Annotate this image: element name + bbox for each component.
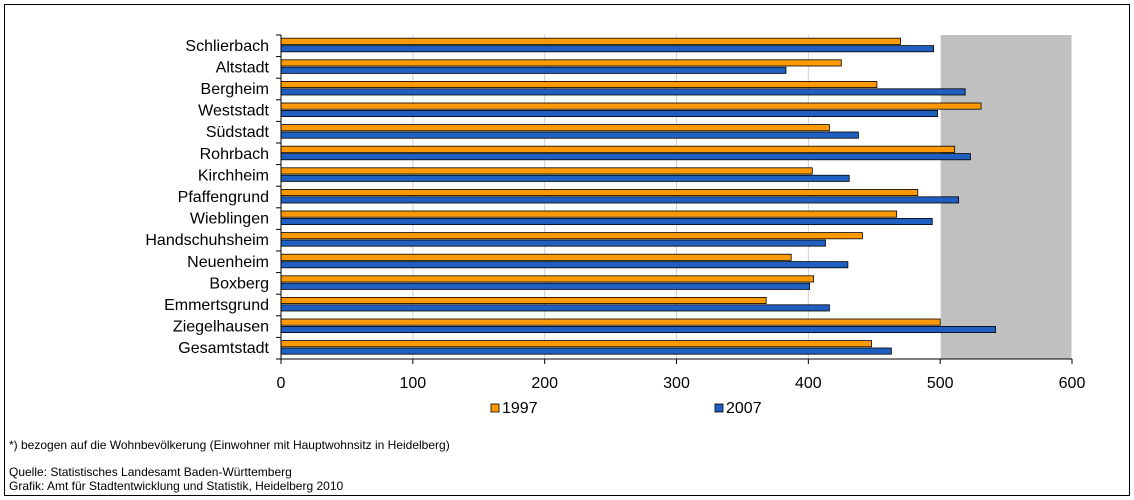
category-label: Ziegelhausen bbox=[173, 319, 269, 336]
category-label: Altstadt bbox=[216, 59, 270, 76]
axis bbox=[276, 34, 1073, 364]
bar-2007-schlierbach bbox=[280, 45, 934, 53]
bar-2007-altstadt bbox=[280, 66, 787, 74]
bar-1997-pfaffengrund bbox=[280, 188, 919, 196]
bar-1997-südstadt bbox=[280, 124, 830, 132]
graphic-credit: Grafik: Amt für Stadtentwicklung und Sta… bbox=[9, 479, 344, 493]
bar-1997-wieblingen bbox=[280, 210, 898, 218]
category-label: Pfaffengrund bbox=[178, 189, 269, 206]
bar-1997-handschuhsheim bbox=[280, 232, 863, 240]
plot-shade bbox=[940, 35, 1072, 359]
bar-2007-emmertsgrund bbox=[280, 304, 830, 312]
bar-1997-rohrbach bbox=[280, 145, 956, 153]
source-note: Quelle: Statistisches Landesamt Baden-Wü… bbox=[9, 465, 292, 479]
bar-1997-schlierbach bbox=[280, 37, 902, 45]
bar-1997-boxberg bbox=[280, 275, 815, 283]
category-label: Weststadt bbox=[198, 103, 269, 120]
bar-1997-neuenheim bbox=[280, 253, 792, 261]
bar-1997-emmertsgrund bbox=[280, 296, 767, 304]
category-label: Handschuhsheim bbox=[145, 232, 269, 249]
bar-2007-kirchheim bbox=[280, 174, 850, 182]
bar-2007-südstadt bbox=[280, 131, 859, 139]
category-labels: Schlierbach Altstadt Bergheim Weststadt Süds… bbox=[145, 38, 269, 357]
bar-1997-bergheim bbox=[280, 81, 878, 89]
bar-2007-wieblingen bbox=[280, 217, 933, 225]
x-tick-label: 600 bbox=[1059, 375, 1086, 392]
category-label: Emmertsgrund bbox=[164, 297, 269, 314]
x-tick-label: 200 bbox=[531, 375, 558, 392]
category-label: Südstadt bbox=[206, 124, 270, 141]
legend-swatch-2007 bbox=[714, 403, 724, 413]
legend-label-1997: 1997 bbox=[502, 400, 538, 417]
category-label: Boxberg bbox=[209, 275, 269, 292]
category-label: Rohrbach bbox=[200, 146, 269, 163]
legend: 1997 2007 bbox=[490, 400, 762, 417]
bar-2007-handschuhsheim bbox=[280, 239, 826, 247]
x-tick-label: 500 bbox=[927, 375, 954, 392]
bar-1997-kirchheim bbox=[280, 167, 813, 175]
chart-frame: Schlierbach Altstadt Bergheim Weststadt Süds… bbox=[4, 4, 1130, 496]
x-tick-label: 0 bbox=[277, 375, 286, 392]
x-tick-label: 100 bbox=[399, 375, 426, 392]
bar-2007-neuenheim bbox=[280, 261, 849, 269]
bar-1997-altstadt bbox=[280, 59, 842, 67]
footnote: *) bezogen auf die Wohnbevölkerung (Einw… bbox=[9, 438, 450, 452]
legend-swatch-1997 bbox=[490, 403, 500, 413]
x-tick-label: 400 bbox=[795, 375, 822, 392]
category-label: Gesamtstadt bbox=[178, 340, 269, 357]
legend-label-2007: 2007 bbox=[726, 400, 762, 417]
bar-2007-weststadt bbox=[280, 110, 938, 118]
bar-2007-rohrbach bbox=[280, 153, 971, 161]
bar-2007-boxberg bbox=[280, 282, 811, 290]
category-label: Schlierbach bbox=[185, 38, 269, 55]
x-tick-labels: 0 100 200 300 400 500 600 bbox=[277, 375, 1086, 392]
category-label: Kirchheim bbox=[198, 167, 269, 184]
category-label: Wieblingen bbox=[190, 211, 269, 228]
bar-1997-gesamtstadt bbox=[280, 340, 873, 348]
category-label: Bergheim bbox=[201, 81, 269, 98]
bar-2007-ziegelhausen bbox=[280, 325, 996, 333]
bar-2007-gesamtstadt bbox=[280, 347, 892, 355]
bar-2007-bergheim bbox=[280, 88, 966, 96]
bar-chart: Schlierbach Altstadt Bergheim Weststadt Süds… bbox=[145, 34, 1086, 417]
x-tick-label: 300 bbox=[663, 375, 690, 392]
category-label: Neuenheim bbox=[187, 254, 269, 271]
bar-2007-pfaffengrund bbox=[280, 196, 960, 204]
bar-1997-weststadt bbox=[280, 102, 982, 110]
bar-1997-ziegelhausen bbox=[280, 318, 941, 326]
